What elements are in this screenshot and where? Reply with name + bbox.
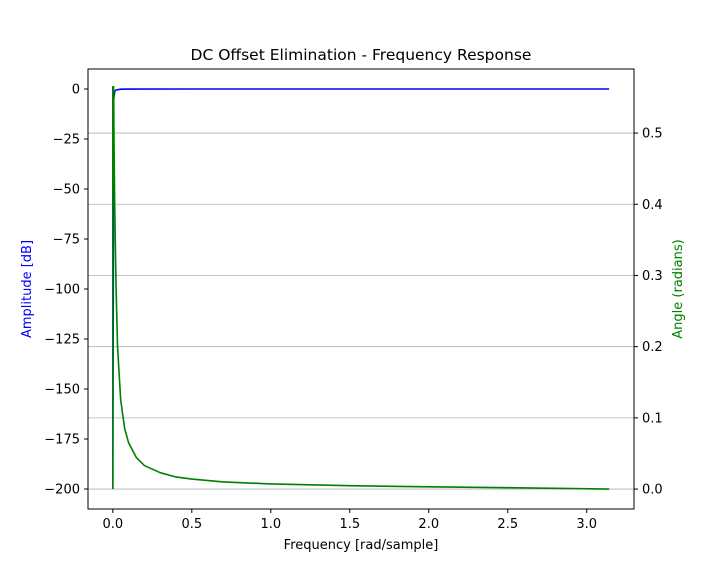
- x-tick-label: 0.5: [181, 517, 202, 532]
- y-right-tick-label: 0.4: [642, 198, 663, 213]
- y-right-tick-label: 0.5: [642, 127, 663, 142]
- y-left-tick-label: −50: [53, 183, 80, 198]
- x-tick-label: 0.0: [102, 517, 123, 532]
- chart-title: DC Offset Elimination - Frequency Respon…: [191, 46, 532, 64]
- y-left-tick-label: −100: [44, 283, 80, 298]
- y-right-tick-label: 0.1: [642, 411, 663, 426]
- y-right-tick-label: 0.0: [642, 483, 663, 498]
- x-tick-label: 1.5: [339, 517, 360, 532]
- y-axis-right: 0.0 0.1 0.2 0.3 0.4 0.5: [634, 127, 663, 498]
- plot-frame: [87, 68, 635, 510]
- x-tick-label: 2.5: [497, 517, 518, 532]
- x-tick-label: 2.0: [418, 517, 439, 532]
- x-axis-label: Frequency [rad/sample]: [284, 538, 439, 553]
- y-left-tick-label: −125: [44, 333, 80, 348]
- y-axis-left: 0 −25 −50 −75 −100 −125 −150 −175 −200: [44, 83, 88, 498]
- y-left-tick-label: −150: [44, 383, 80, 398]
- y-left-tick-label: −25: [53, 133, 80, 148]
- y-axis-label-left: Amplitude [dB]: [20, 240, 35, 338]
- y-left-tick-label: −200: [44, 483, 80, 498]
- y-left-tick-label: −175: [44, 433, 80, 448]
- y-axis-label-right: Angle (radians): [671, 239, 686, 338]
- y-left-tick-label: −75: [53, 233, 80, 248]
- grid-layer: [88, 132, 634, 490]
- amplitude-series-line: [112, 88, 610, 490]
- x-tick-label: 3.0: [576, 517, 597, 532]
- y-right-tick-label: 0.3: [642, 269, 663, 284]
- y-left-tick-label: 0: [72, 83, 80, 98]
- x-tick-label: 1.0: [260, 517, 281, 532]
- series-layer: [112, 86, 610, 490]
- y-right-tick-label: 0.2: [642, 340, 663, 355]
- x-axis: 0.0 0.5 1.0 1.5 2.0 2.5 3.0: [102, 509, 597, 532]
- angle-series-line: [112, 86, 610, 490]
